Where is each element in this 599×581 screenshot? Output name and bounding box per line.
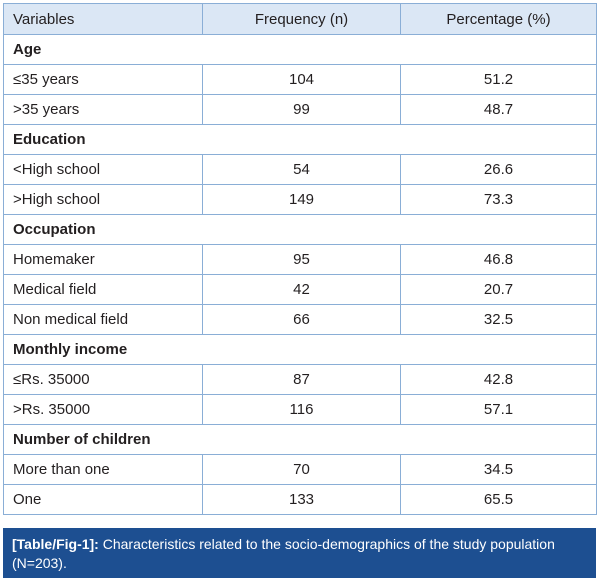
header-frequency: Frequency (n) [202, 3, 401, 35]
row-label: ≤Rs. 35000 [3, 364, 203, 395]
percentage-cell: 26.6 [400, 154, 597, 185]
category-row: Education [3, 124, 597, 155]
socio-demographics-table: Variables Frequency (n) Percentage (%) A… [3, 3, 597, 515]
header-variables: Variables [3, 3, 203, 35]
header-percentage: Percentage (%) [400, 3, 597, 35]
percentage-cell: 34.5 [400, 454, 597, 485]
frequency-cell: 99 [202, 94, 401, 125]
category-label: Number of children [3, 424, 597, 455]
table-row: Homemaker 95 46.8 [3, 244, 597, 275]
percentage-cell: 65.5 [400, 484, 597, 515]
percentage-cell: 51.2 [400, 64, 597, 95]
frequency-cell: 104 [202, 64, 401, 95]
category-label: Education [3, 124, 597, 155]
row-label: Non medical field [3, 304, 203, 335]
table-row: Non medical field 66 32.5 [3, 304, 597, 335]
table-row: More than one 70 34.5 [3, 454, 597, 485]
category-row: Number of children [3, 424, 597, 455]
row-label: More than one [3, 454, 203, 485]
category-label: Age [3, 34, 597, 65]
row-label: ≤35 years [3, 64, 203, 95]
percentage-cell: 48.7 [400, 94, 597, 125]
row-label: One [3, 484, 203, 515]
table-row: <High school 54 26.6 [3, 154, 597, 185]
caption-label: [Table/Fig-1]: [12, 536, 99, 552]
percentage-cell: 32.5 [400, 304, 597, 335]
table-row: ≤35 years 104 51.2 [3, 64, 597, 95]
category-row: Occupation [3, 214, 597, 245]
percentage-cell: 73.3 [400, 184, 597, 215]
table-row: ≤Rs. 35000 87 42.8 [3, 364, 597, 395]
percentage-cell: 46.8 [400, 244, 597, 275]
frequency-cell: 42 [202, 274, 401, 305]
table-row: Medical field 42 20.7 [3, 274, 597, 305]
table-row: >Rs. 35000 116 57.1 [3, 394, 597, 425]
table-row: One 133 65.5 [3, 484, 597, 515]
category-label: Monthly income [3, 334, 597, 365]
table-header-row: Variables Frequency (n) Percentage (%) [3, 3, 597, 35]
row-label: >35 years [3, 94, 203, 125]
frequency-cell: 66 [202, 304, 401, 335]
frequency-cell: 149 [202, 184, 401, 215]
frequency-cell: 133 [202, 484, 401, 515]
row-label: Homemaker [3, 244, 203, 275]
frequency-cell: 95 [202, 244, 401, 275]
category-row: Age [3, 34, 597, 65]
frequency-cell: 70 [202, 454, 401, 485]
category-row: Monthly income [3, 334, 597, 365]
table-row: >35 years 99 48.7 [3, 94, 597, 125]
row-label: >High school [3, 184, 203, 215]
data-table-container: Variables Frequency (n) Percentage (%) A… [3, 3, 597, 515]
caption-text: Characteristics related to the socio-dem… [12, 536, 555, 571]
percentage-cell: 42.8 [400, 364, 597, 395]
frequency-cell: 87 [202, 364, 401, 395]
row-label: >Rs. 35000 [3, 394, 203, 425]
frequency-cell: 116 [202, 394, 401, 425]
row-label: <High school [3, 154, 203, 185]
percentage-cell: 57.1 [400, 394, 597, 425]
table-row: >High school 149 73.3 [3, 184, 597, 215]
category-label: Occupation [3, 214, 597, 245]
table-caption: [Table/Fig-1]: Characteristics related t… [3, 528, 596, 578]
percentage-cell: 20.7 [400, 274, 597, 305]
frequency-cell: 54 [202, 154, 401, 185]
row-label: Medical field [3, 274, 203, 305]
